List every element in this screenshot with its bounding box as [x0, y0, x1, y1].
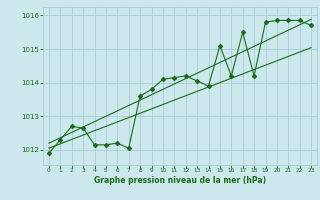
- X-axis label: Graphe pression niveau de la mer (hPa): Graphe pression niveau de la mer (hPa): [94, 176, 266, 185]
